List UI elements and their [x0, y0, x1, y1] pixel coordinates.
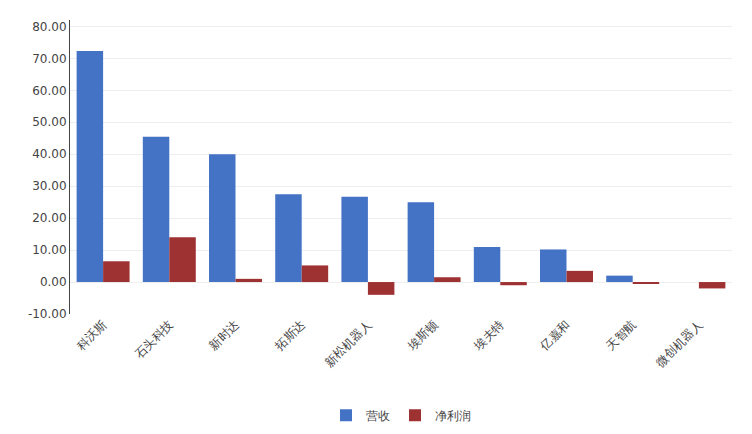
- svg-text:新松机器人: 新松机器人: [322, 317, 374, 369]
- svg-text:拓斯达: 拓斯达: [272, 317, 308, 353]
- svg-text:0.00: 0.00: [40, 275, 67, 289]
- svg-text:微创机器人: 微创机器人: [653, 317, 705, 369]
- svg-text:-10.00: -10.00: [28, 307, 67, 321]
- svg-text:亿嘉和: 亿嘉和: [537, 317, 573, 353]
- svg-text:埃斯顿: 埃斯顿: [404, 317, 440, 353]
- svg-text:埃夫特: 埃夫特: [471, 317, 507, 353]
- svg-text:80.00: 80.00: [32, 20, 66, 34]
- svg-text:60.00: 60.00: [32, 84, 66, 98]
- svg-text:20.00: 20.00: [32, 211, 66, 225]
- svg-text:40.00: 40.00: [32, 147, 66, 161]
- svg-text:营收: 营收: [366, 409, 390, 423]
- svg-text:新时达: 新时达: [207, 317, 242, 352]
- svg-text:净利润: 净利润: [435, 409, 471, 423]
- svg-text:天智航: 天智航: [604, 317, 639, 352]
- svg-text:50.00: 50.00: [32, 115, 66, 129]
- svg-text:30.00: 30.00: [32, 179, 66, 193]
- svg-text:石头科技: 石头科技: [132, 317, 176, 361]
- svg-text:70.00: 70.00: [32, 52, 66, 66]
- svg-text:10.00: 10.00: [32, 243, 66, 257]
- svg-text:科沃斯: 科沃斯: [74, 317, 109, 352]
